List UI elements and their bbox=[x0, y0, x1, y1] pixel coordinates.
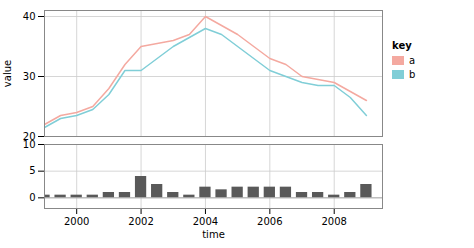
svg-text:2002: 2002 bbox=[128, 216, 153, 227]
svg-text:5: 5 bbox=[29, 165, 35, 176]
svg-text:2008: 2008 bbox=[321, 216, 346, 227]
svg-text:time: time bbox=[202, 229, 225, 240]
svg-text:2004: 2004 bbox=[193, 216, 218, 227]
svg-text:30: 30 bbox=[23, 71, 36, 82]
svg-text:10: 10 bbox=[23, 140, 36, 150]
html-text:b: b bbox=[409, 69, 416, 80]
svg-text:value: value bbox=[2, 60, 13, 87]
svg-text:20: 20 bbox=[23, 131, 36, 140]
svg-text:2000: 2000 bbox=[64, 216, 89, 227]
svg-text:40: 40 bbox=[23, 11, 36, 22]
svg-text:0: 0 bbox=[29, 192, 35, 203]
html-text:a: a bbox=[409, 55, 416, 66]
svg-text:2006: 2006 bbox=[257, 216, 282, 227]
html-text:key: key bbox=[392, 40, 412, 51]
